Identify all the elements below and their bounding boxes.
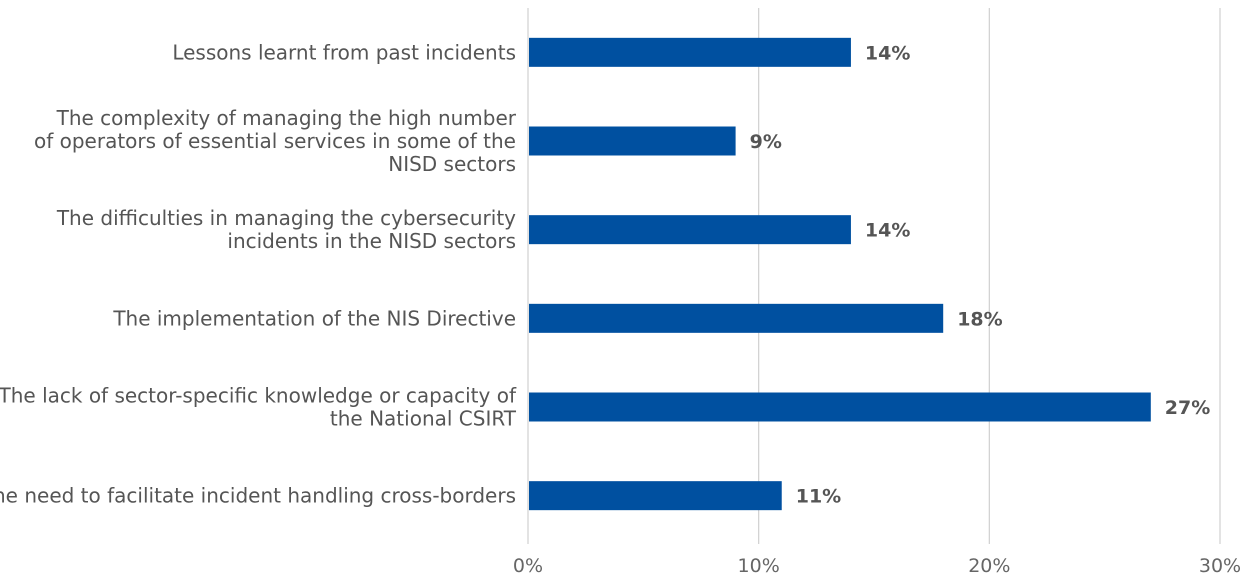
bar <box>529 392 1151 422</box>
category-label-line: The complexity of managing the high numb… <box>56 106 517 130</box>
x-tick-label: 10% <box>738 555 780 577</box>
category-label: The need to facilitate incident handling… <box>0 484 516 508</box>
data-label: 18% <box>957 308 1002 330</box>
category-label-line: The difficulties in managing the cyberse… <box>56 206 516 230</box>
data-label: 11% <box>796 486 841 508</box>
category-label-line: of operators of essential services in so… <box>34 129 516 153</box>
data-labels: 14% 9% 14% 18% 27% 11% <box>750 42 1211 507</box>
category-label: The implementation of the NIS Directive <box>112 306 516 330</box>
category-label-line: the National CSIRT <box>330 407 517 431</box>
bar <box>529 37 851 67</box>
data-label: 9% <box>750 131 782 153</box>
bar <box>529 215 851 245</box>
category-label-line: The implementation of the NIS Directive <box>112 306 516 330</box>
category-label-line: The lack of sector-specific knowledge or… <box>0 384 517 408</box>
category-label: The lack of sector-specific knowledge or… <box>0 384 517 431</box>
category-label-line: Lessons learnt from past incidents <box>172 40 516 64</box>
bar <box>529 126 736 156</box>
bar <box>529 481 782 511</box>
category-label-line: NISD sectors <box>388 152 516 176</box>
x-axis-ticks: 0% 10% 20% 30% <box>513 555 1241 577</box>
data-label: 14% <box>865 42 910 64</box>
x-tick-label: 20% <box>968 555 1010 577</box>
category-labels: Lessons learnt from past incidents The co… <box>0 40 517 507</box>
data-label: 14% <box>865 220 910 242</box>
gridlines <box>527 8 1221 544</box>
category-label-line: incidents in the NISD sectors <box>227 229 516 253</box>
bars <box>529 37 1151 511</box>
category-label: The difficulties in managing the cyberse… <box>56 206 516 253</box>
category-label-line: The need to facilitate incident handling… <box>0 484 516 508</box>
x-tick-label: 30% <box>1199 555 1241 577</box>
category-label: Lessons learnt from past incidents <box>172 40 516 64</box>
bar <box>529 303 944 333</box>
data-label: 27% <box>1165 397 1210 419</box>
category-label: The complexity of managing the high numb… <box>34 106 517 176</box>
x-tick-label: 0% <box>513 555 543 577</box>
